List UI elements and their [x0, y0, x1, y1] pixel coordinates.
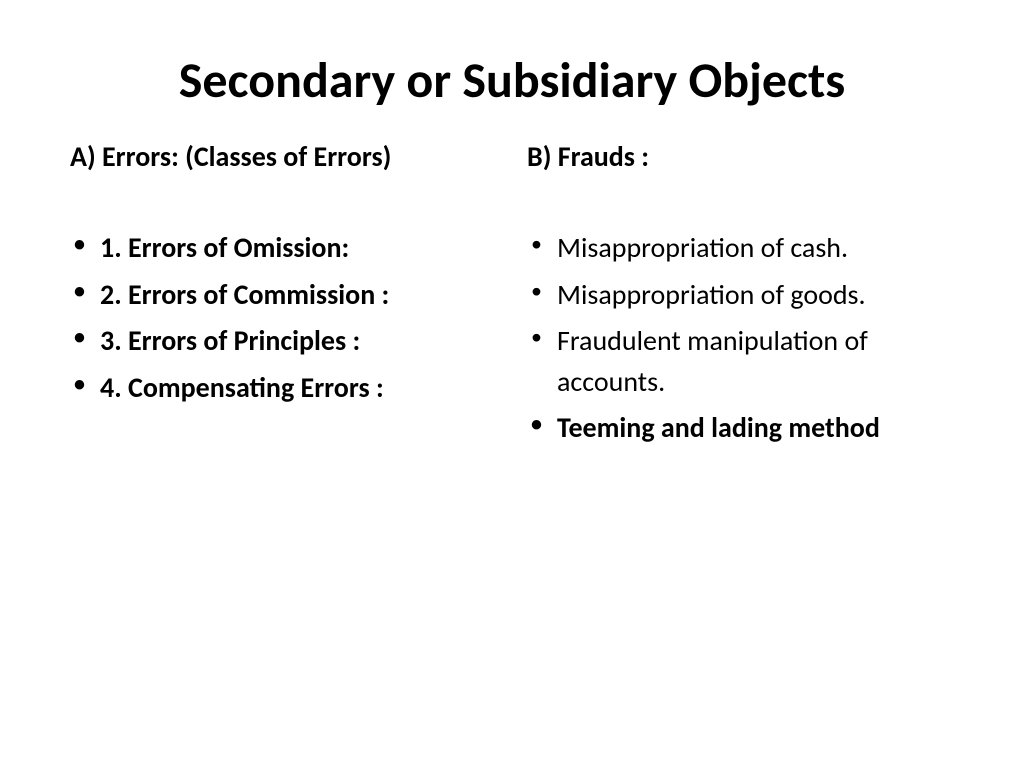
columns-container: A) Errors: (Classes of Errors) 1. Errors…	[70, 139, 954, 455]
left-heading: A) Errors: (Classes of Errors)	[70, 139, 497, 174]
list-item: Fraudulent manipulation of accounts.	[527, 321, 954, 402]
list-item: 3. Errors of Principles :	[70, 321, 497, 362]
list-item: Teeming and lading method	[527, 408, 954, 449]
list-item: Misappropriation of goods.	[527, 275, 954, 316]
right-heading: B) Frauds :	[527, 139, 954, 174]
list-item: 1. Errors of Omission:	[70, 228, 497, 269]
list-item: Misappropriation of cash.	[527, 228, 954, 269]
list-item: 2. Errors of Commission :	[70, 275, 497, 316]
list-item: 4. Compensating Errors :	[70, 368, 497, 409]
right-column: B) Frauds : Misappropriation of cash. Mi…	[527, 139, 954, 455]
left-list: 1. Errors of Omission: 2. Errors of Comm…	[70, 228, 497, 408]
left-column: A) Errors: (Classes of Errors) 1. Errors…	[70, 139, 497, 455]
right-list: Misappropriation of cash. Misappropriati…	[527, 228, 954, 449]
slide-title: Secondary or Subsidiary Objects	[70, 50, 954, 111]
